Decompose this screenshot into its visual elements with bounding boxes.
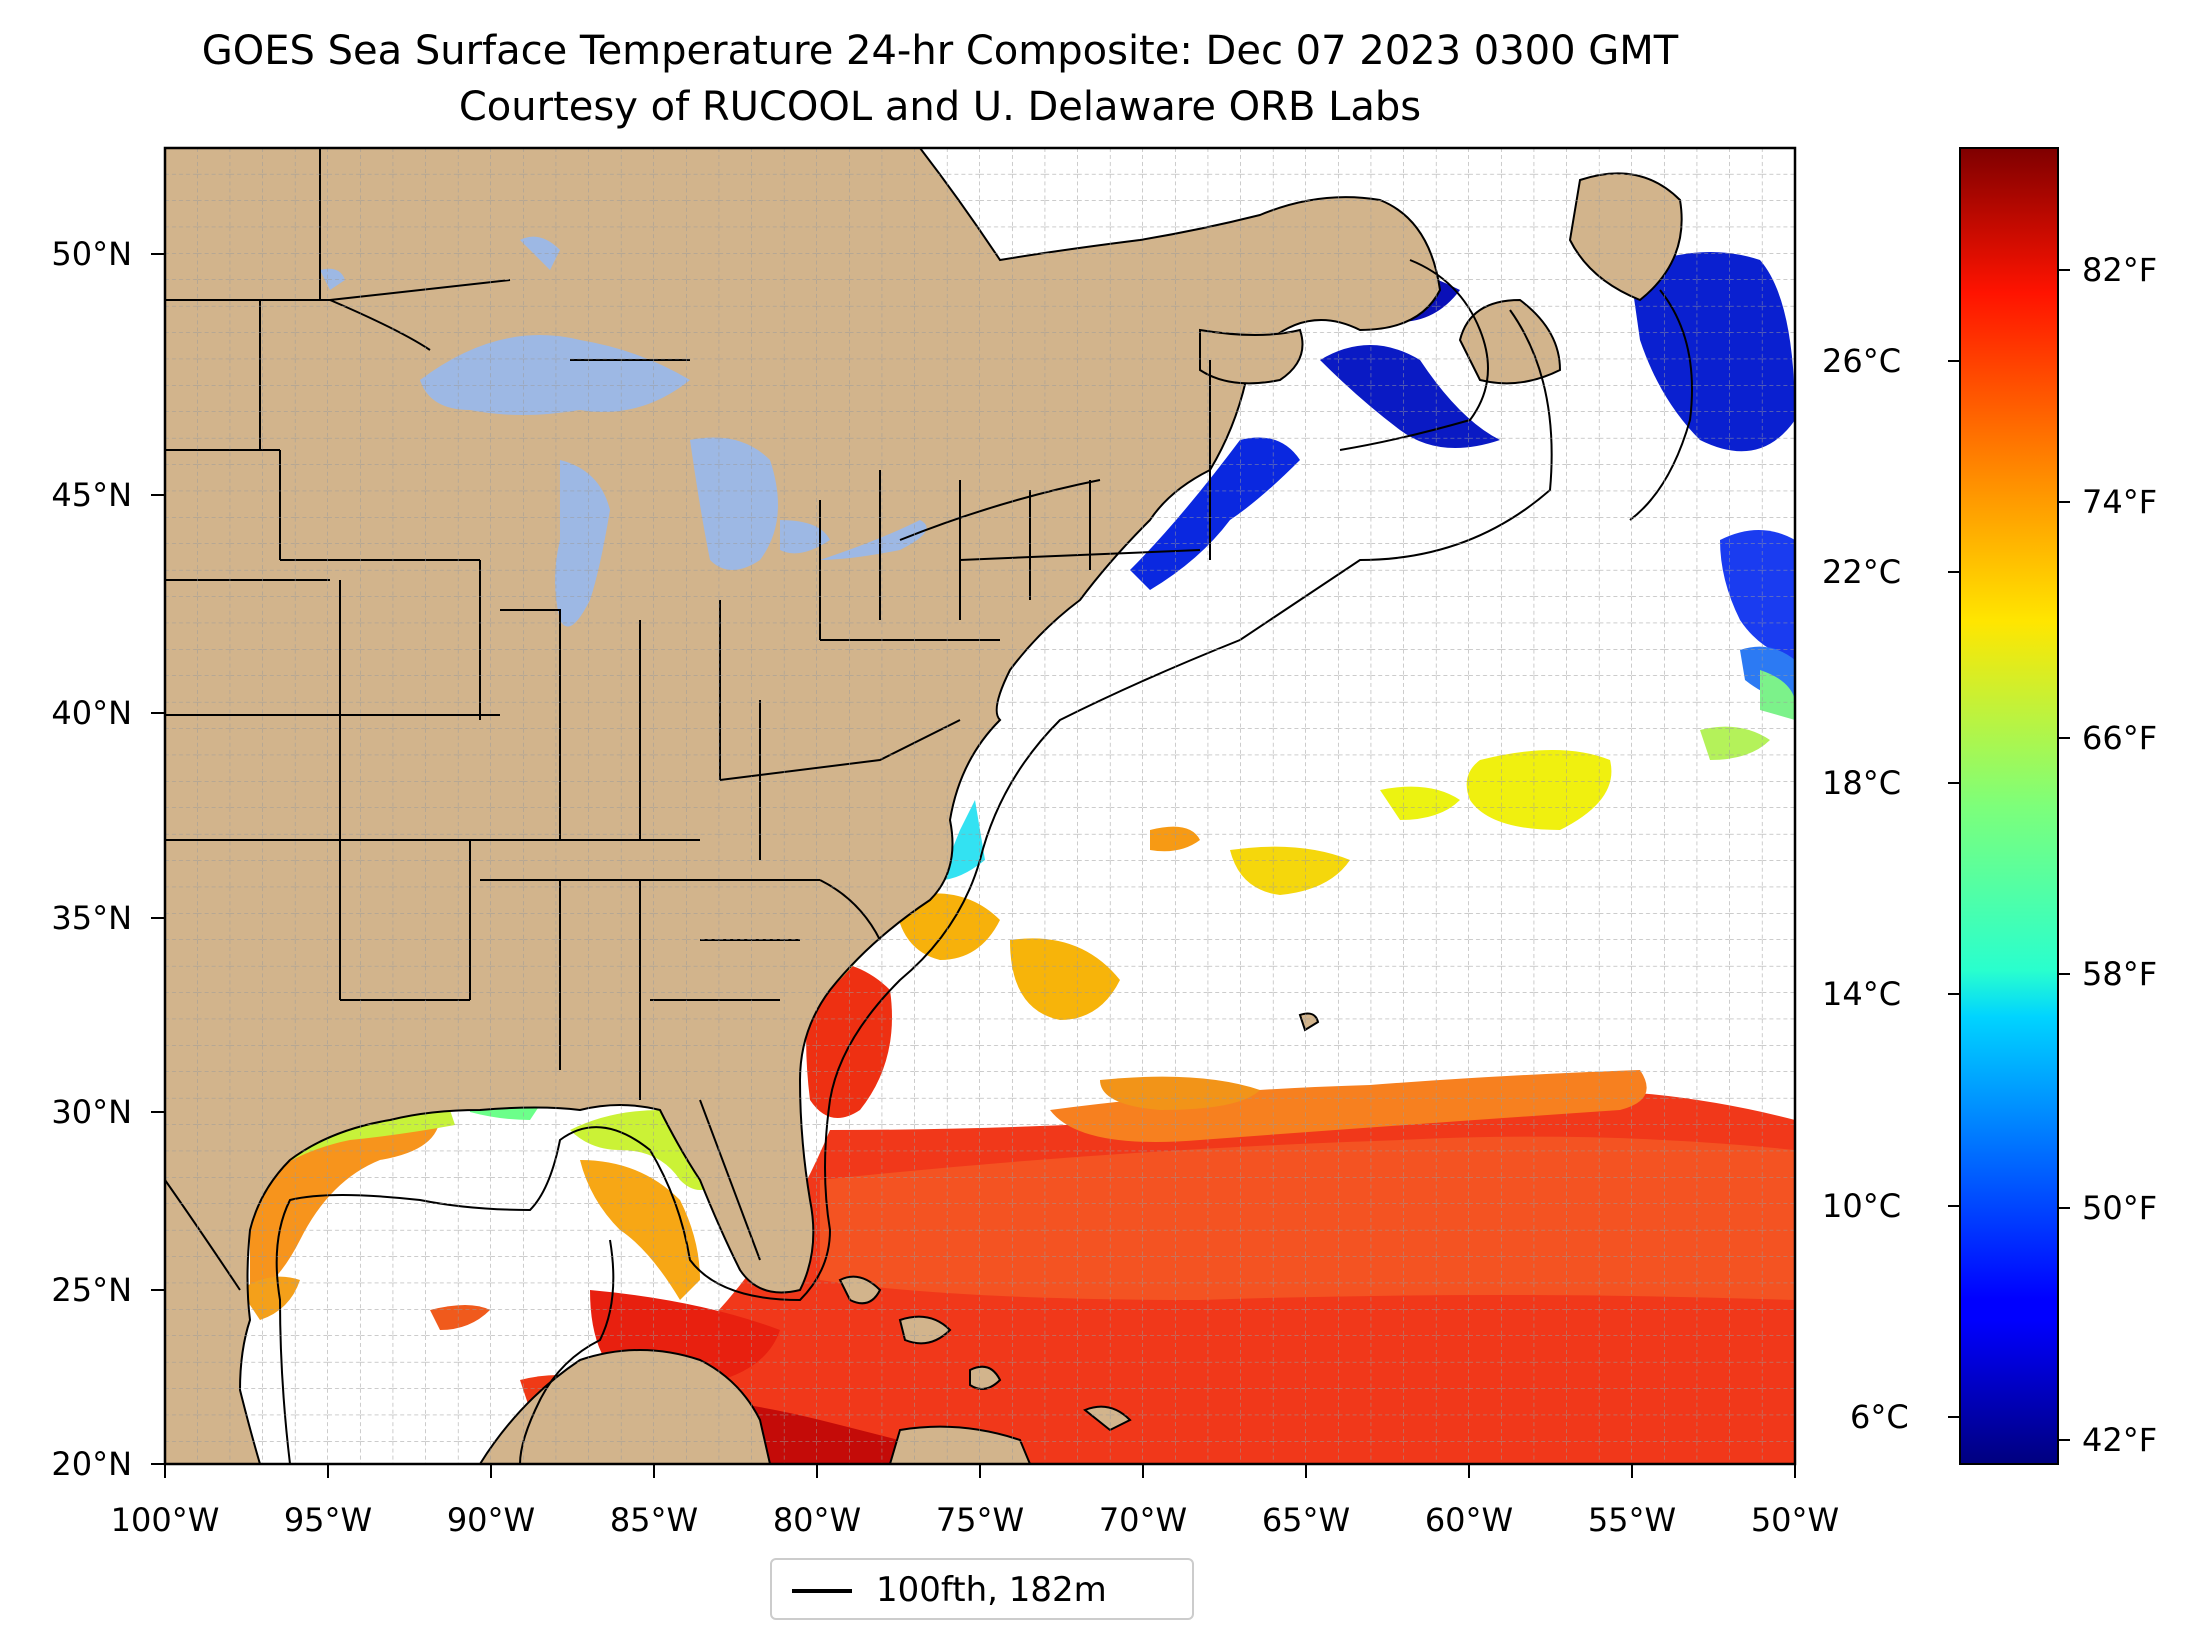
- map-legend: 100fth, 182m: [770, 1558, 1194, 1620]
- colorbar-label-26c: 26°C: [1822, 342, 1902, 380]
- lat-ticks: [151, 253, 165, 1465]
- lon-label-50w: 50°W: [1750, 1501, 1840, 1539]
- colorbar-label-42f: 42°F: [2082, 1421, 2158, 1459]
- colorbar-ticks: [1948, 269, 2070, 1441]
- lon-ticks: [164, 1464, 1796, 1478]
- colorbar-label-18c: 18°C: [1822, 764, 1902, 802]
- lat-lon-grid: [165, 148, 1795, 1464]
- lon-label-70w: 70°W: [1098, 1501, 1188, 1539]
- colorbar-label-10c: 10°C: [1822, 1187, 1902, 1225]
- map-subtitle: Courtesy of RUCOOL and U. Delaware ORB L…: [458, 84, 1422, 130]
- colorbar-label-14c: 14°C: [1822, 975, 1902, 1013]
- legend-label: 100fth, 182m: [876, 1570, 1107, 1610]
- lat-label-50n: 50°N: [51, 235, 132, 273]
- colorbar-label-82f: 82°F: [2082, 251, 2158, 289]
- colorbar: [1959, 147, 2059, 1465]
- colorbar-label-74f: 74°F: [2082, 483, 2158, 521]
- lat-label-35n: 35°N: [51, 899, 132, 937]
- lon-label-55w: 55°W: [1587, 1501, 1677, 1539]
- lon-label-60w: 60°W: [1424, 1501, 1514, 1539]
- colorbar-label-22c: 22°C: [1822, 553, 1902, 591]
- lon-label-95w: 95°W: [283, 1501, 373, 1539]
- lat-label-25n: 25°N: [51, 1271, 132, 1309]
- lon-label-100w: 100°W: [110, 1501, 220, 1539]
- lon-label-80w: 80°W: [772, 1501, 862, 1539]
- lat-label-30n: 30°N: [51, 1093, 132, 1131]
- lon-label-75w: 75°W: [935, 1501, 1025, 1539]
- colorbar-label-6c: 6°C: [1850, 1398, 1909, 1436]
- map-title: GOES Sea Surface Temperature 24-hr Compo…: [201, 28, 1679, 74]
- colorbar-label-50f: 50°F: [2082, 1189, 2158, 1227]
- lat-label-40n: 40°N: [51, 694, 132, 732]
- lat-label-45n: 45°N: [51, 476, 132, 514]
- legend-line-swatch: [792, 1589, 852, 1593]
- lon-label-90w: 90°W: [446, 1501, 536, 1539]
- lon-label-65w: 65°W: [1261, 1501, 1351, 1539]
- colorbar-label-66f: 66°F: [2082, 719, 2158, 757]
- lat-label-20n: 20°N: [51, 1445, 132, 1483]
- lon-label-85w: 85°W: [609, 1501, 699, 1539]
- colorbar-label-58f: 58°F: [2082, 955, 2158, 993]
